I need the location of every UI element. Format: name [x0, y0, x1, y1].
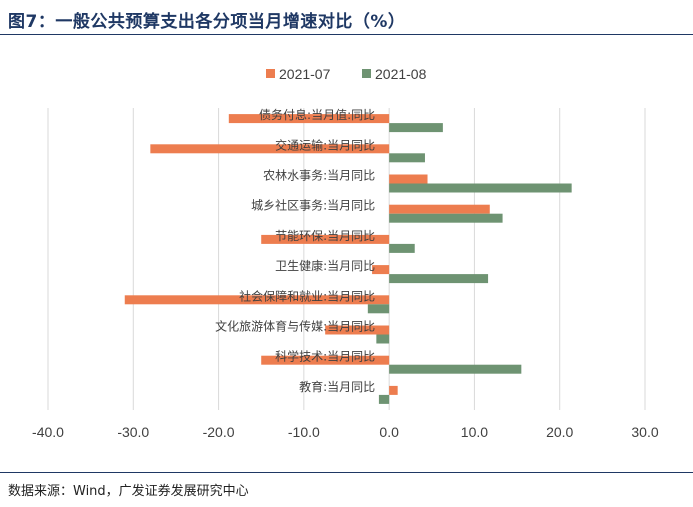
bar-2021-07-4 — [261, 234, 390, 244]
x-tick-label: -40.0 — [32, 424, 64, 440]
title-rule — [0, 34, 693, 35]
x-tick-labels: -40.0 -30.0 -20.0 -10.0 0.0 10.0 20.0 30.0 — [32, 424, 659, 440]
bar-2021-08-0 — [389, 123, 443, 133]
bar-2021-08-5 — [389, 274, 489, 284]
legend: 2021-07 2021-08 — [266, 66, 427, 82]
source-note: 数据来源：Wind，广发证券发展研究中心 — [8, 484, 249, 499]
source-rule — [0, 472, 693, 473]
category-label: 节能环保:当月同比 — [275, 229, 375, 243]
bar-2021-08-6 — [367, 304, 390, 314]
legend-swatch-2021-08 — [362, 69, 371, 78]
category-label: 卫生健康:当月同比 — [275, 258, 375, 273]
bar-2021-08-2 — [389, 183, 572, 193]
category-label: 科学技术:当月同比 — [275, 349, 375, 364]
category-label: 债务付息:当月值:同比 — [259, 107, 375, 122]
x-tick-label: -30.0 — [117, 424, 149, 440]
x-tick-label: 10.0 — [461, 424, 488, 440]
legend-label-2021-07: 2021-07 — [279, 66, 331, 82]
category-label: 交通运输:当月同比 — [275, 137, 375, 152]
bar-2021-08-7 — [376, 334, 390, 344]
x-tick-label: -20.0 — [203, 424, 235, 440]
bar-2021-07-6 — [124, 295, 390, 305]
category-labels: 债务付息:当月值:同比交通运输:当月同比农林水事务:当月同比城乡社区事务:当月同… — [215, 107, 375, 394]
bar-2021-08-9 — [378, 394, 390, 404]
bar-2021-08-8 — [389, 364, 522, 374]
bar-2021-07-8 — [261, 355, 390, 365]
bar-2021-07-7 — [325, 325, 390, 335]
bar-2021-07-3 — [389, 204, 490, 214]
bar-2021-07-9 — [389, 385, 398, 395]
x-tick-label: 20.0 — [546, 424, 573, 440]
legend-label-2021-08: 2021-08 — [375, 66, 427, 82]
x-tick-label: 30.0 — [631, 424, 658, 440]
bar-2021-07-2 — [389, 174, 428, 184]
x-tick-label: 0.0 — [379, 424, 399, 440]
category-label: 文化旅游体育与传媒:当月同比 — [215, 319, 375, 334]
bar-2021-07-1 — [150, 144, 390, 154]
legend-swatch-2021-07 — [266, 69, 275, 78]
category-label: 农林水事务:当月同比 — [263, 168, 375, 183]
bar-2021-08-3 — [389, 213, 503, 223]
bars — [124, 114, 572, 404]
bar-chart: 2021-07 2021-08 债务付息:当月值:同比交通运输:当月同比农林水事务… — [32, 66, 659, 440]
x-tick-label: -10.0 — [288, 424, 320, 440]
bar-2021-07-0 — [228, 114, 390, 124]
category-label: 社会保障和就业:当月同比 — [239, 288, 375, 303]
category-label: 城乡社区事务:当月同比 — [251, 198, 375, 213]
bar-2021-07-5 — [372, 265, 390, 275]
bar-2021-08-1 — [389, 153, 425, 163]
figure-title: 图7：一般公共预算支出各分项当月增速对比（%） — [8, 12, 406, 32]
bar-2021-08-4 — [389, 243, 415, 253]
category-label: 教育:当月同比 — [299, 379, 375, 394]
